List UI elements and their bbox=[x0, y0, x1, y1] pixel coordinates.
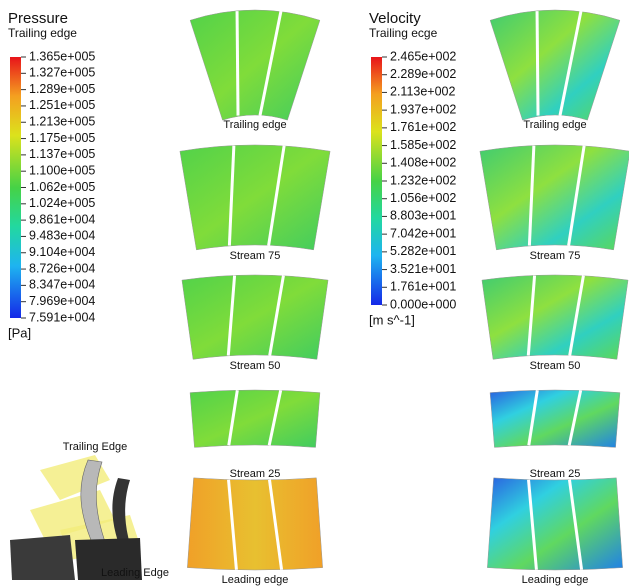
panel-label: Stream 50 bbox=[530, 360, 581, 372]
color-bar-label: 2.465e+002 bbox=[390, 49, 456, 63]
color-bar-label: 7.969e+004 bbox=[29, 294, 95, 308]
contour-panel bbox=[490, 10, 620, 120]
color-bar-label: 1.062e+005 bbox=[29, 180, 95, 194]
color-bar-label: 1.289e+005 bbox=[29, 82, 95, 96]
color-bar bbox=[10, 57, 21, 318]
panel-label: Stream 75 bbox=[530, 250, 581, 262]
color-bar-label: 1.175e+005 bbox=[29, 131, 95, 145]
color-bar-label: 1.761e+002 bbox=[390, 120, 456, 134]
contour-panel bbox=[182, 275, 328, 359]
color-bar-label: 9.861e+004 bbox=[29, 212, 95, 226]
panel-label: Trailing edge bbox=[223, 119, 286, 131]
color-bar-label: 1.408e+002 bbox=[390, 156, 456, 170]
color-bar-label: 7.591e+004 bbox=[29, 310, 95, 324]
color-bar-label: 1.100e+005 bbox=[29, 163, 95, 177]
figure: PressureTrailing edge1.365e+0051.327e+00… bbox=[0, 0, 629, 586]
color-bar-label: 3.521e+001 bbox=[390, 262, 456, 276]
blade-3d-view bbox=[10, 455, 142, 580]
contour-panel bbox=[190, 390, 320, 447]
blade-section bbox=[537, 11, 538, 115]
color-bar-label: 1.137e+005 bbox=[29, 147, 95, 161]
panel-label: Trailing edge bbox=[523, 119, 586, 131]
color-bar-label: 1.585e+002 bbox=[390, 138, 456, 152]
legend-unit: [Pa] bbox=[8, 325, 31, 340]
color-bar-label: 8.347e+004 bbox=[29, 278, 95, 292]
contour-panel bbox=[490, 390, 620, 447]
color-bar-label: 1.761e+001 bbox=[390, 280, 456, 294]
color-bar-label: 1.365e+005 bbox=[29, 49, 95, 63]
color-bar-label: 1.056e+002 bbox=[390, 191, 456, 205]
color-bar-label: 9.483e+004 bbox=[29, 229, 95, 243]
color-bar-label: 9.104e+004 bbox=[29, 245, 95, 259]
color-bar-label: 1.251e+005 bbox=[29, 98, 95, 112]
color-bar-label: 1.232e+002 bbox=[390, 173, 456, 187]
legend-subtitle: Trailing ecge bbox=[369, 26, 438, 40]
legend-subtitle: Trailing edge bbox=[8, 26, 77, 40]
color-bar-label: 8.803e+001 bbox=[390, 209, 456, 223]
contour-panel bbox=[480, 145, 629, 250]
color-bar-label: 1.327e+005 bbox=[29, 66, 95, 80]
color-bar-label: 2.289e+002 bbox=[390, 67, 456, 81]
color-bar-label: 2.113e+002 bbox=[390, 85, 456, 99]
panel-label: Stream 25 bbox=[530, 468, 581, 480]
legend-title: Velocity bbox=[369, 10, 421, 27]
panel-label: Leading edge bbox=[222, 574, 289, 586]
color-bar-label: 7.042e+001 bbox=[390, 226, 456, 240]
contour-panel bbox=[187, 478, 322, 570]
panel-label: Stream 50 bbox=[230, 360, 281, 372]
legend-unit: [m s^-1] bbox=[369, 312, 415, 327]
panel-label: Stream 25 bbox=[230, 468, 281, 480]
color-bar-label: 5.282e+001 bbox=[390, 244, 456, 258]
color-bar bbox=[371, 57, 382, 305]
color-bar-label: 0.000e+000 bbox=[390, 297, 456, 311]
color-bar-label: 1.937e+002 bbox=[390, 102, 456, 116]
blade-label: Trailing Edge bbox=[63, 441, 127, 453]
panel-label: Leading edge bbox=[522, 574, 589, 586]
contour-panel bbox=[180, 145, 330, 250]
blade-section bbox=[237, 11, 238, 115]
contour-panel bbox=[190, 10, 320, 120]
color-bar-label: 1.024e+005 bbox=[29, 196, 95, 210]
contour-panel bbox=[487, 478, 622, 570]
blade-label: Leading Edge bbox=[101, 567, 169, 579]
legend-title: Pressure bbox=[8, 10, 68, 27]
color-bar-label: 8.726e+004 bbox=[29, 261, 95, 275]
color-bar-label: 1.213e+005 bbox=[29, 115, 95, 129]
contour-panel bbox=[482, 275, 628, 359]
panel-label: Stream 75 bbox=[230, 250, 281, 262]
